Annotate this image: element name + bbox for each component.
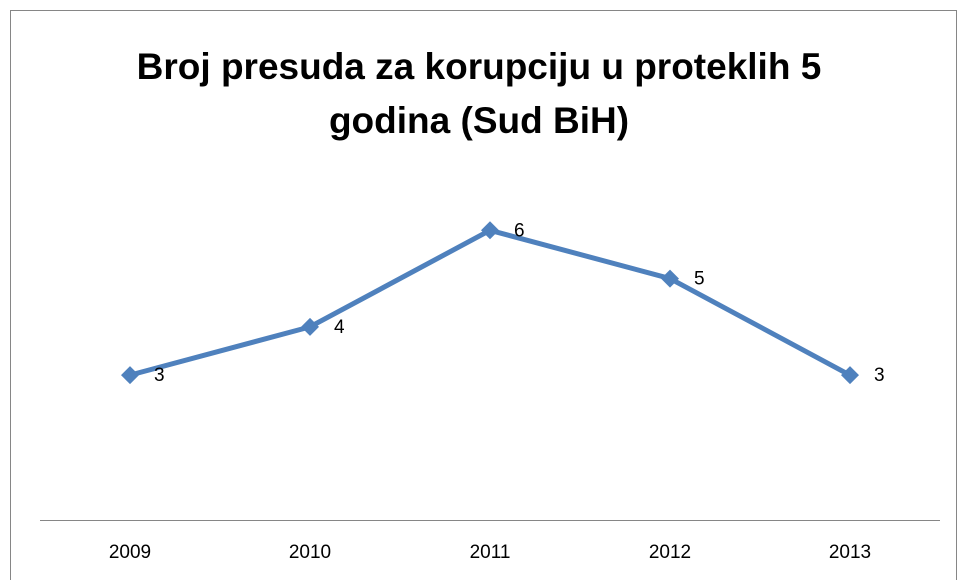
chart-title: Broj presuda za korupciju u proteklih 5 … [136,46,822,141]
data-marker [481,221,499,240]
data-label: 4 [334,317,345,338]
data-label: 3 [874,365,885,386]
data-line [129,227,852,378]
data-marker [661,269,679,288]
x-tick-label: 2009 [109,542,151,563]
chart-border [10,10,957,580]
data-label: 3 [154,365,165,386]
data-marker [121,366,139,385]
data-label: 6 [514,220,525,241]
data-marker [301,317,319,336]
x-tick-label: 2010 [289,542,331,563]
x-tick-label: 2013 [829,542,871,563]
x-tick-label: 2011 [470,542,511,563]
data-marker [841,366,859,385]
data-label: 5 [694,269,705,290]
x-tick-label: 2012 [649,542,691,563]
